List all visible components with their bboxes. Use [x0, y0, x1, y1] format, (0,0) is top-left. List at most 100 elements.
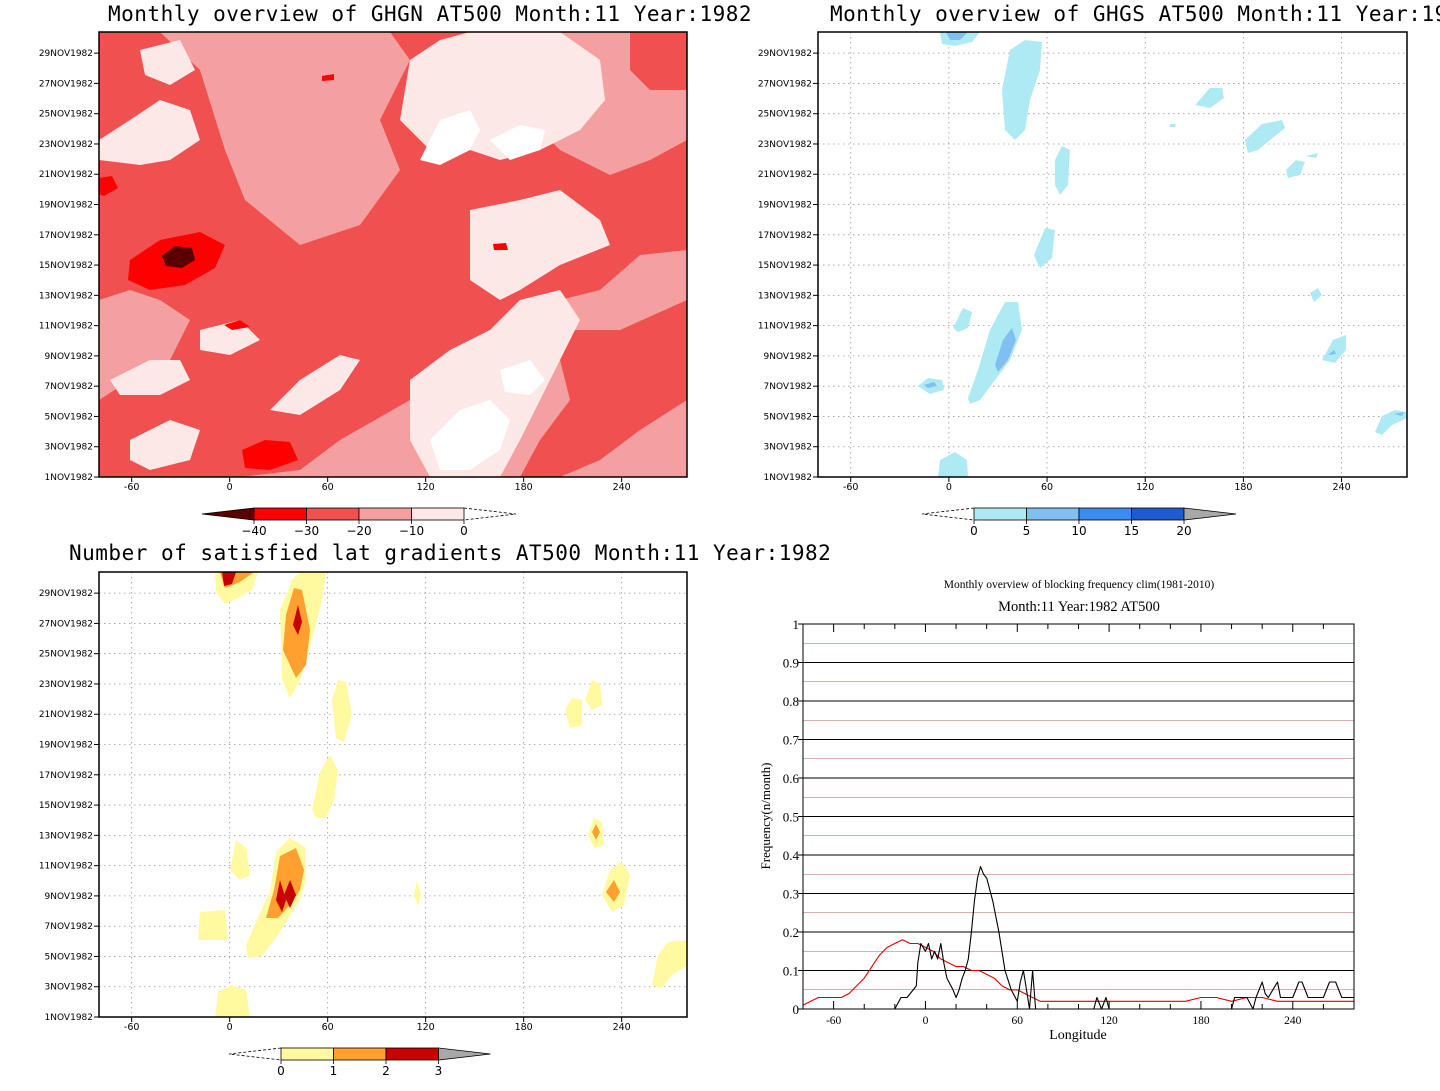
y-tick-label: 0.1 — [783, 964, 799, 979]
y-tick-label: 19NOV1982 — [39, 201, 93, 211]
grad-blob-237-core — [606, 880, 620, 902]
ghgs-blob-240 — [1245, 120, 1285, 153]
colorbar-segment — [280, 1047, 334, 1061]
colorbar-segment — [1026, 507, 1080, 521]
grad-blob-115 — [414, 880, 421, 906]
colorbar-label: 5 — [1023, 524, 1031, 538]
y-tick-label: 7NOV1982 — [45, 382, 93, 392]
x-tick-label: 120 — [417, 1022, 435, 1033]
ghgs-blob-250-core — [1328, 350, 1336, 355]
y-tick-label: 3NOV1982 — [45, 443, 93, 453]
freq-title: Monthly overview of blocking frequency c… — [944, 579, 1215, 591]
grad-blob-col-core — [283, 588, 310, 678]
ghgs-contours — [818, 32, 1407, 477]
y-tick-label: 25NOV1982 — [39, 110, 93, 120]
y-tick-label: 27NOV1982 — [758, 79, 812, 89]
ghgs-blob-bottom — [938, 452, 968, 477]
colorbar-label: 0 — [277, 1064, 285, 1078]
grad-blob-215 — [565, 698, 582, 728]
y-tick-label: 19NOV1982 — [758, 201, 812, 211]
y-tick-label: 5NOV1982 — [45, 412, 93, 422]
ghgn-strong6 — [493, 243, 508, 250]
x-tick-label: 240 — [1332, 482, 1350, 493]
y-tick-label: 0.6 — [783, 771, 800, 786]
ghgn-band-light8 — [200, 320, 260, 355]
x-tick-label: 180 — [1192, 1015, 1210, 1027]
y-tick-label: 29NOV1982 — [39, 49, 93, 59]
x-tick-label: 180 — [515, 482, 533, 493]
ghgs-blob-270-core — [1394, 412, 1404, 416]
ghgs-blob-57 — [1034, 228, 1055, 268]
y-tick-label: 9NOV1982 — [45, 352, 93, 362]
ghgs-plot: -60 0 60 120 180 240 1NOV1982 3NOV1982 5NOV1982 7… — [758, 31, 1408, 538]
x-tick-label: 240 — [1284, 1015, 1302, 1027]
y-tick-label: 5NOV1982 — [45, 952, 93, 962]
ghgn-strong5 — [322, 74, 334, 81]
y-tick-label: 17NOV1982 — [758, 231, 812, 241]
y-tick-label: 25NOV1982 — [758, 110, 812, 120]
grad-blob-left — [198, 910, 228, 940]
freq-grid — [803, 642, 1354, 991]
y-tick-label: 27NOV1982 — [39, 79, 93, 89]
ghgn-axes: -60 0 60 120 180 240 1NOV1982 3NOV1982 5NOV1982 7… — [39, 49, 631, 493]
y-tick-label: 0.5 — [783, 810, 799, 825]
y-tick-label: 3NOV1982 — [45, 983, 93, 993]
ghgn-strong3 — [99, 176, 118, 196]
ghgn-colorbar: −40 −30 −20 −10 0 — [201, 507, 517, 538]
ghgs-blob-left-core — [924, 382, 937, 388]
ghgs-blob-260 — [1195, 88, 1224, 108]
freq-lines — [802, 865, 1354, 1010]
ghgs-blob-top-core — [946, 32, 968, 40]
grad-blob-bottom — [215, 985, 250, 1017]
x-tick-label: 0 — [227, 1022, 233, 1033]
x-tick-label: -60 — [124, 482, 140, 493]
grad-blob-main-red1 — [276, 880, 286, 912]
y-tick-label: 0.2 — [783, 925, 799, 940]
ghgn-contours — [99, 32, 687, 477]
y-tick-label: 15NOV1982 — [758, 261, 812, 271]
grad-blob-10 — [230, 840, 250, 880]
ghgs-blob-dot — [1170, 124, 1176, 127]
ghgn-white3 — [430, 400, 510, 470]
x-tick-label: 60 — [1012, 1015, 1024, 1027]
ghgn-white2 — [490, 125, 545, 160]
y-tick-label: 1NOV1982 — [45, 1013, 93, 1023]
gradients-grid — [99, 572, 687, 1017]
ghgn-band-light9 — [140, 40, 195, 85]
x-tick-label: 120 — [1100, 1015, 1118, 1027]
ghgs-blob-225 — [1286, 160, 1305, 178]
x-tick-label: 60 — [1041, 482, 1053, 493]
series-line — [802, 939, 1354, 1006]
y-tick-label: 17NOV1982 — [39, 771, 93, 781]
y-tick-label: 0.8 — [783, 694, 799, 709]
y-tick-label: 0.7 — [783, 733, 800, 748]
x-tick-label: 180 — [515, 1022, 533, 1033]
grad-blob-225-core — [592, 824, 600, 840]
colorbar-label: 20 — [1176, 524, 1191, 538]
y-tick-label: 27NOV1982 — [39, 619, 93, 629]
grad-blob-222 — [585, 680, 602, 710]
ghgn-darkest — [162, 246, 195, 268]
y-tick-label: 29NOV1982 — [758, 49, 812, 59]
ghgn-band-top-right — [630, 32, 687, 90]
colorbar-label: −10 — [399, 524, 424, 538]
ghgn-band-light5 — [110, 360, 190, 395]
grad-blob-main-red2 — [284, 880, 296, 908]
y-tick-label: 0 — [793, 1002, 800, 1017]
colorbar-label: 10 — [1071, 524, 1086, 538]
ghgn-band-light4 — [99, 100, 200, 165]
colorbar-label: 0 — [460, 524, 468, 538]
y-tick-label: 11NOV1982 — [758, 322, 812, 332]
x-tick-label: -60 — [124, 1022, 140, 1033]
y-tick-label: 1 — [793, 617, 800, 632]
colorbar-low-arrow — [228, 1047, 282, 1061]
ghgn-band-light6 — [270, 355, 360, 415]
grad-blob-col-red — [293, 605, 302, 635]
y-tick-label: 29NOV1982 — [39, 589, 93, 599]
colorbar-label: 15 — [1124, 524, 1139, 538]
ghgs-blob-66 — [1055, 146, 1070, 195]
y-tick-label: 21NOV1982 — [758, 170, 812, 180]
y-tick-label: 13NOV1982 — [758, 291, 812, 301]
x-tick-label: 180 — [1234, 482, 1252, 493]
freq-subtitle: Month:11 Year:1982 AT500 — [998, 599, 1160, 615]
